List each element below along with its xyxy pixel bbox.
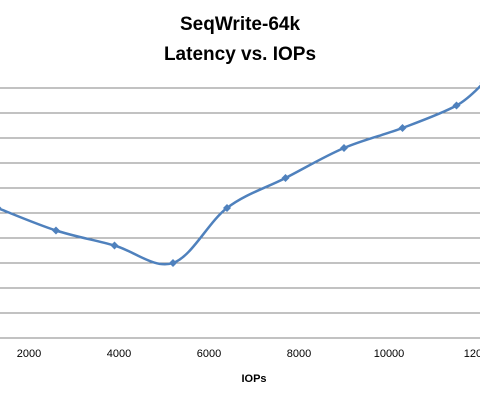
marker <box>110 241 119 250</box>
marker <box>398 124 407 132</box>
x-axis-label: IOPs <box>241 373 266 385</box>
marker <box>0 206 2 210</box>
chart-subtitle: Latency vs. IOPs <box>164 44 316 65</box>
marker <box>168 259 177 267</box>
x-tick-label: 10000 <box>374 348 405 360</box>
x-tick-label: 4000 <box>107 348 131 360</box>
x-tick-label: 6000 <box>197 348 221 360</box>
x-tick-label: 12000 <box>464 348 480 360</box>
marker <box>340 144 349 152</box>
line <box>0 84 480 266</box>
marker <box>51 226 60 235</box>
chart-title: SeqWrite-64k <box>180 14 300 35</box>
x-tick-label: 8000 <box>287 348 311 360</box>
marker <box>452 101 461 110</box>
marker <box>281 174 290 182</box>
x-tick-label: 2000 <box>17 348 41 360</box>
marker <box>222 204 231 212</box>
